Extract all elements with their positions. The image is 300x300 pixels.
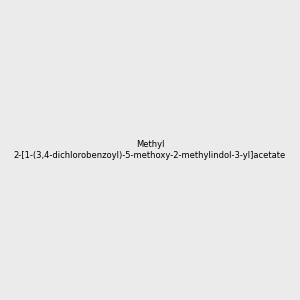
Text: Methyl 2-[1-(3,4-dichlorobenzoyl)-5-methoxy-2-methylindol-3-yl]acetate: Methyl 2-[1-(3,4-dichlorobenzoyl)-5-meth… [14,140,286,160]
